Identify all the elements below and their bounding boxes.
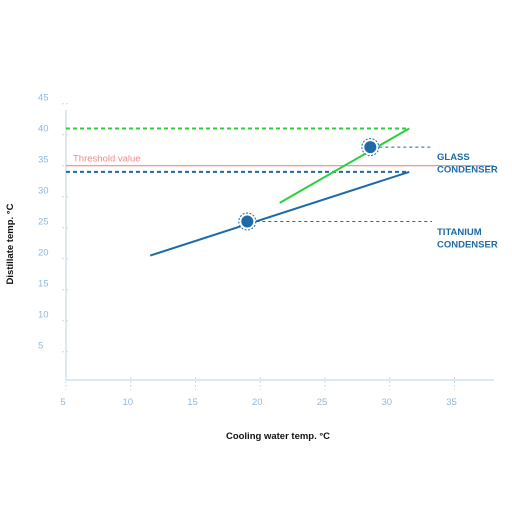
x-tick-label: 25 — [317, 397, 328, 408]
glass-condenser-label: CONDENSER — [437, 165, 498, 176]
y-tick-label: 35 — [38, 155, 49, 166]
y-tick-label: 25 — [38, 217, 49, 228]
x-tick-label: 35 — [446, 397, 457, 408]
y-tick-label: 45 — [38, 93, 49, 104]
series-lines — [149, 127, 410, 257]
threshold-label: Threshold value — [73, 154, 141, 165]
x-tick-label: 20 — [252, 397, 263, 408]
x-tick-label: 10 — [122, 397, 133, 408]
x-axis-title: Cooling water temp. °C — [226, 431, 330, 442]
titanium-condenser-label: CONDENSER — [437, 240, 498, 251]
glass-condenser-label: GLASS — [437, 152, 470, 163]
y-tick-label: 5 — [38, 341, 43, 352]
x-tick-label: 30 — [381, 397, 392, 408]
titanium-marker-dot — [241, 215, 254, 228]
y-axis-title: Distillate temp. °C — [5, 203, 16, 284]
y-tick-label: 20 — [38, 248, 49, 259]
y-tick-label: 40 — [38, 124, 49, 135]
reference-lines — [66, 127, 410, 173]
glass-marker-dot — [364, 141, 377, 154]
x-tick-label: 5 — [60, 397, 65, 408]
series-labels: GLASS CONDENSER TITANIUM CONDENSER — [437, 152, 498, 251]
y-tick-label: 30 — [38, 186, 49, 197]
y-tick-label: 10 — [38, 310, 49, 321]
x-tick-label: 15 — [187, 397, 198, 408]
titanium-condenser-label: TITANIUM — [437, 227, 482, 238]
markers — [238, 138, 432, 231]
glass-condenser-line — [279, 127, 410, 204]
titanium-condenser-line — [149, 170, 410, 257]
threshold-group: Threshold value — [66, 154, 494, 167]
axes: 5 10 15 20 25 30 35 40 45 5 10 15 20 25 30 35 — [38, 93, 494, 408]
y-tick-label: 15 — [38, 279, 49, 290]
